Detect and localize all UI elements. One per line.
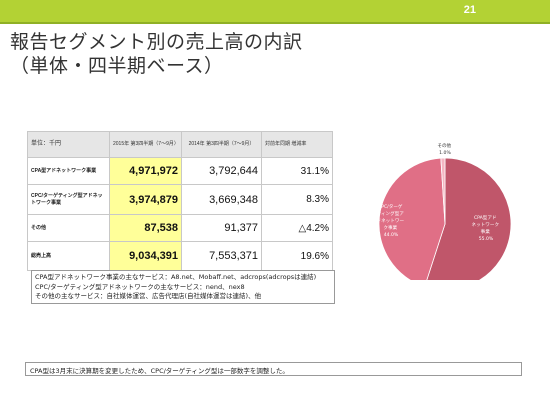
footer-note: CPA型は3月末に決算期を変更したため、CPC/ターゲティング型は一部数字を調整… xyxy=(25,362,522,376)
header-2015: 2015年 第3四半期（7～9月） xyxy=(109,131,182,158)
pie-pct-cpc: 44.0% xyxy=(384,232,399,238)
cell-2014: 7,553,371 xyxy=(181,241,262,271)
top-bar-band xyxy=(0,0,550,22)
pie-pct-cpa: 55.0% xyxy=(479,236,494,242)
segment-sales-table: 単位：千円 2015年 第3四半期（7～9月） 2014年 第3四半期（7～9月… xyxy=(27,131,333,271)
slide-title-line2: （単体・四半期ベース） xyxy=(10,55,224,77)
pie-slice-other xyxy=(440,157,446,225)
table-header-row: 単位：千円 2015年 第3四半期（7～9月） 2014年 第3四半期（7～9月… xyxy=(27,131,333,158)
cell-2015: 87,538 xyxy=(109,214,182,242)
page-number: 21 xyxy=(463,4,476,16)
header-unit: 単位：千円 xyxy=(27,131,110,158)
cell-2015: 4,971,972 xyxy=(109,157,182,185)
cell-2015: 9,034,391 xyxy=(109,241,182,271)
note-line: CPC/ターゲティング型アドネットワークの主なサービス：nend、nex8 xyxy=(35,282,245,291)
pie-label-cpc: CPC/ターゲ ティング型ア ドネットワー ク事業 44.0% xyxy=(376,203,405,238)
pie-label-other-name: その他 xyxy=(437,142,451,149)
pie-label-cpc-line3: ドネットワー xyxy=(376,218,404,224)
pie-slice-cpa xyxy=(426,157,512,280)
pie-label-cpa-line1: CPA型アド xyxy=(474,214,497,221)
header-2014: 2014年 第3四半期（7～9月） xyxy=(181,131,262,158)
top-bar-line xyxy=(0,22,550,24)
slide-title-line1: 報告セグメント別の売上高の内訳 xyxy=(10,31,303,53)
note-line: CPA型アドネットワーク事業の主なサービス：A8.net、Mobaff.net、… xyxy=(35,273,317,281)
cell-2015: 3,974,879 xyxy=(109,184,182,215)
pie-slice-cpc xyxy=(378,157,446,280)
row-label: 総売上高 xyxy=(27,241,110,271)
pie-label-cpc-line1: CPC/ターゲ xyxy=(378,203,403,210)
pie-label-cpc-line4: ク事業 xyxy=(383,224,397,231)
row-label: CPA型アドネットワーク事業 xyxy=(27,157,110,185)
table-row-total: 総売上高 9,034,391 7,553,371 19.6% xyxy=(27,241,333,271)
cell-yoy: 19.6% xyxy=(261,241,333,271)
cell-2014: 3,792,644 xyxy=(181,157,262,185)
row-label: その他 xyxy=(27,214,110,242)
pie-label-cpc-line2: ティング型ア xyxy=(377,210,405,217)
pie-label-cpa-line3: 事業 xyxy=(481,228,491,235)
table-row: CPA型アドネットワーク事業 4,971,972 3,792,644 31.1% xyxy=(27,157,333,185)
top-bar: 21 xyxy=(0,0,550,24)
cell-yoy: △4.2% xyxy=(261,214,333,242)
segment-pie-chart: CPA型アド ネットワーク 事業 55.0% CPC/ターゲ ティング型ア ドネ… xyxy=(376,142,512,280)
table-row: CPC/ターゲティング型アドネットワーク事業 3,974,879 3,669,3… xyxy=(27,184,333,215)
cell-yoy: 8.3% xyxy=(261,184,333,215)
row-label: CPC/ターゲティング型アドネットワーク事業 xyxy=(27,184,110,215)
pie-label-cpa: CPA型アド ネットワーク 事業 55.0% xyxy=(471,214,500,242)
cell-yoy: 31.1% xyxy=(261,157,333,185)
pie-label-other: その他 1.0% xyxy=(437,142,452,156)
pie-label-cpa-line2: ネットワーク xyxy=(471,222,499,228)
table-row: その他 87,538 91,377 △4.2% xyxy=(27,214,333,242)
service-notes: CPA型アドネットワーク事業の主なサービス：A8.net、Mobaff.net、… xyxy=(31,270,335,304)
header-yoy: 対前年同期 増減率 xyxy=(261,131,333,158)
cell-2014: 3,669,348 xyxy=(181,184,262,215)
slide-title: 報告セグメント別の売上高の内訳 （単体・四半期ベース） xyxy=(10,30,303,78)
cell-2014: 91,377 xyxy=(181,214,262,242)
note-line: その他の主なサービス：自社媒体運営、広告代理店(自社媒体運営は連結)、他 xyxy=(35,292,262,300)
pie-pct-other: 1.0% xyxy=(439,150,451,156)
